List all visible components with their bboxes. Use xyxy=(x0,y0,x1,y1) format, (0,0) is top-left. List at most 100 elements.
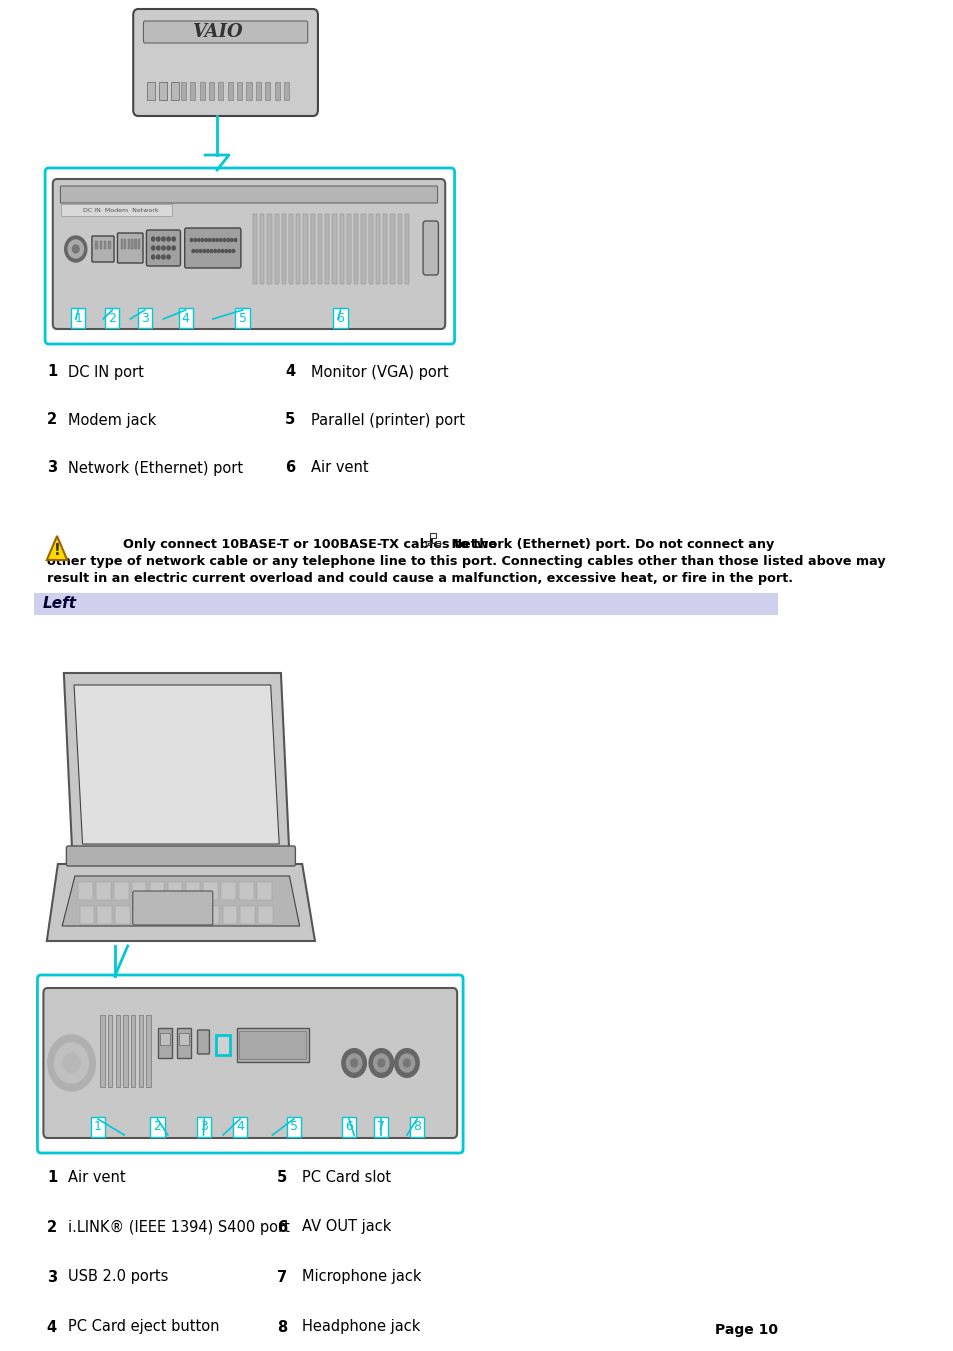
Circle shape xyxy=(65,236,87,262)
Circle shape xyxy=(156,255,160,259)
Bar xyxy=(425,540,430,544)
Text: USB 2.0 ports: USB 2.0 ports xyxy=(68,1270,169,1285)
Bar xyxy=(138,239,140,249)
Circle shape xyxy=(395,1048,418,1077)
Bar xyxy=(436,540,439,544)
Text: 5: 5 xyxy=(285,412,295,427)
Circle shape xyxy=(212,239,214,242)
Bar xyxy=(96,882,111,900)
Text: Air vent: Air vent xyxy=(68,1170,126,1185)
Bar xyxy=(239,1031,306,1059)
Bar xyxy=(375,213,379,284)
FancyBboxPatch shape xyxy=(185,228,241,267)
Bar xyxy=(168,882,182,900)
Bar xyxy=(240,907,254,924)
Text: 1: 1 xyxy=(74,312,82,324)
Bar xyxy=(218,82,223,100)
Text: DC IN  Modem  Network: DC IN Modem Network xyxy=(83,208,158,212)
Text: PC Card eject button: PC Card eject button xyxy=(68,1320,219,1335)
Text: Left: Left xyxy=(43,597,76,612)
Text: 8: 8 xyxy=(413,1120,420,1133)
Text: 1: 1 xyxy=(47,1170,57,1185)
Circle shape xyxy=(210,250,213,253)
Circle shape xyxy=(197,239,200,242)
Circle shape xyxy=(68,240,83,258)
Bar xyxy=(253,213,256,284)
Bar xyxy=(258,907,273,924)
Text: 7: 7 xyxy=(377,1120,385,1133)
Bar xyxy=(289,213,293,284)
Text: 6: 6 xyxy=(285,461,295,476)
Bar xyxy=(61,204,172,216)
Text: DC IN port: DC IN port xyxy=(68,365,144,380)
Circle shape xyxy=(232,250,234,253)
Text: other type of network cable or any telephone line to this port. Connecting cable: other type of network cable or any telep… xyxy=(47,555,884,567)
Bar xyxy=(181,82,186,100)
Circle shape xyxy=(172,236,175,240)
Text: 6: 6 xyxy=(345,1120,353,1133)
Text: 4: 4 xyxy=(181,312,190,324)
Bar xyxy=(131,239,133,249)
Circle shape xyxy=(167,246,170,250)
Circle shape xyxy=(213,250,216,253)
Circle shape xyxy=(63,1052,80,1073)
Bar xyxy=(430,534,436,538)
Polygon shape xyxy=(74,685,279,844)
Circle shape xyxy=(225,250,227,253)
Text: 5: 5 xyxy=(276,1170,287,1185)
Bar xyxy=(404,213,409,284)
Circle shape xyxy=(342,1048,366,1077)
Text: 5: 5 xyxy=(238,312,246,324)
FancyBboxPatch shape xyxy=(52,178,445,330)
FancyBboxPatch shape xyxy=(133,9,317,116)
Bar xyxy=(347,213,351,284)
Bar xyxy=(260,213,264,284)
Bar xyxy=(284,82,289,100)
Text: 1: 1 xyxy=(93,1120,102,1133)
Text: 6: 6 xyxy=(336,312,344,324)
Bar xyxy=(296,213,300,284)
Bar xyxy=(128,239,130,249)
Bar xyxy=(146,1015,151,1088)
Circle shape xyxy=(162,236,165,240)
Bar xyxy=(237,82,242,100)
Bar xyxy=(151,907,166,924)
Bar xyxy=(205,907,219,924)
Bar xyxy=(134,239,136,249)
Bar xyxy=(239,882,253,900)
Text: 6: 6 xyxy=(276,1220,287,1235)
Circle shape xyxy=(193,239,196,242)
Polygon shape xyxy=(64,673,289,857)
Circle shape xyxy=(162,246,165,250)
Circle shape xyxy=(223,239,226,242)
Bar xyxy=(186,882,200,900)
Bar xyxy=(221,882,235,900)
FancyBboxPatch shape xyxy=(37,975,462,1152)
Bar xyxy=(123,1015,128,1088)
Text: AV OUT jack: AV OUT jack xyxy=(302,1220,391,1235)
Circle shape xyxy=(205,239,207,242)
Text: Microphone jack: Microphone jack xyxy=(302,1270,421,1285)
Bar xyxy=(97,907,112,924)
Bar xyxy=(158,1028,172,1058)
Circle shape xyxy=(152,236,154,240)
FancyBboxPatch shape xyxy=(197,1029,210,1054)
Text: 2: 2 xyxy=(109,312,116,324)
Circle shape xyxy=(221,250,224,253)
Circle shape xyxy=(351,1059,357,1067)
Circle shape xyxy=(156,236,160,240)
Text: 5: 5 xyxy=(290,1120,297,1133)
Bar xyxy=(383,213,387,284)
Circle shape xyxy=(190,239,193,242)
Bar xyxy=(267,213,272,284)
Bar xyxy=(368,213,373,284)
Text: 2: 2 xyxy=(47,412,57,427)
Text: 4: 4 xyxy=(236,1120,244,1133)
Bar xyxy=(171,82,179,100)
Circle shape xyxy=(54,1043,89,1084)
FancyBboxPatch shape xyxy=(117,232,143,263)
Bar xyxy=(162,82,167,100)
Bar xyxy=(169,907,183,924)
Bar xyxy=(317,213,322,284)
Bar xyxy=(138,1015,143,1088)
